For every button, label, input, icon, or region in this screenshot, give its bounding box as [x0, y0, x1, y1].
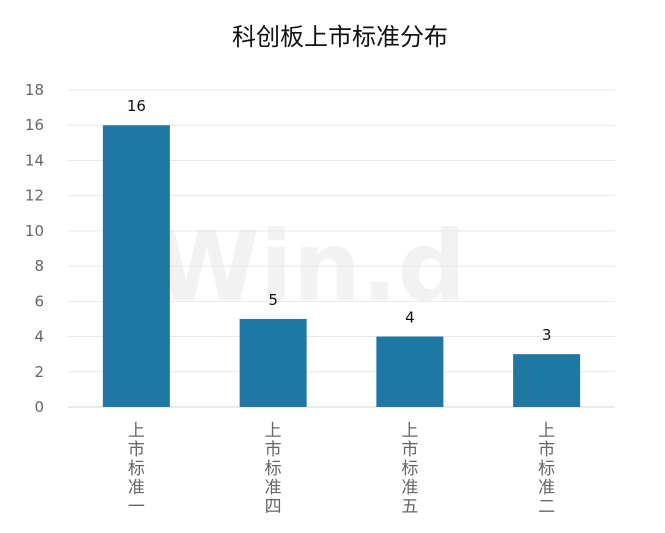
- data-label: 16: [127, 97, 146, 115]
- x-tick-label: 上市标准一: [128, 421, 145, 517]
- data-label: 4: [405, 309, 415, 327]
- y-axis: 0 2 4 6 8 10 12 14 16 18: [25, 81, 44, 416]
- data-label: 3: [542, 326, 552, 344]
- bar: [376, 336, 444, 407]
- y-tick-label: 10: [25, 222, 44, 240]
- bars: [102, 125, 581, 407]
- y-tick-label: 6: [34, 292, 44, 310]
- y-tick-label: 4: [34, 328, 44, 346]
- x-tick-label: 上市标准五: [401, 421, 418, 517]
- bar: [239, 318, 307, 407]
- y-tick-label: 0: [34, 398, 44, 416]
- x-tick-label: 上市标准二: [538, 421, 555, 517]
- y-tick-label: 2: [34, 363, 44, 381]
- x-tick-label: 上市标准四: [265, 421, 282, 517]
- watermark: Win.d: [154, 211, 466, 323]
- y-tick-label: 12: [25, 187, 44, 205]
- y-tick-label: 14: [25, 151, 44, 169]
- y-tick-label: 8: [34, 257, 44, 275]
- y-tick-label: 16: [25, 116, 44, 134]
- data-labels: 16 5 4 3: [127, 97, 552, 344]
- y-tick-label: 18: [25, 81, 44, 99]
- x-axis: 上市标准一 上市标准四 上市标准五 上市标准二: [128, 421, 555, 517]
- bar: [513, 354, 581, 407]
- data-label: 5: [268, 291, 278, 309]
- chart-title: 科创板上市标准分布: [232, 23, 448, 51]
- bar: [102, 125, 170, 407]
